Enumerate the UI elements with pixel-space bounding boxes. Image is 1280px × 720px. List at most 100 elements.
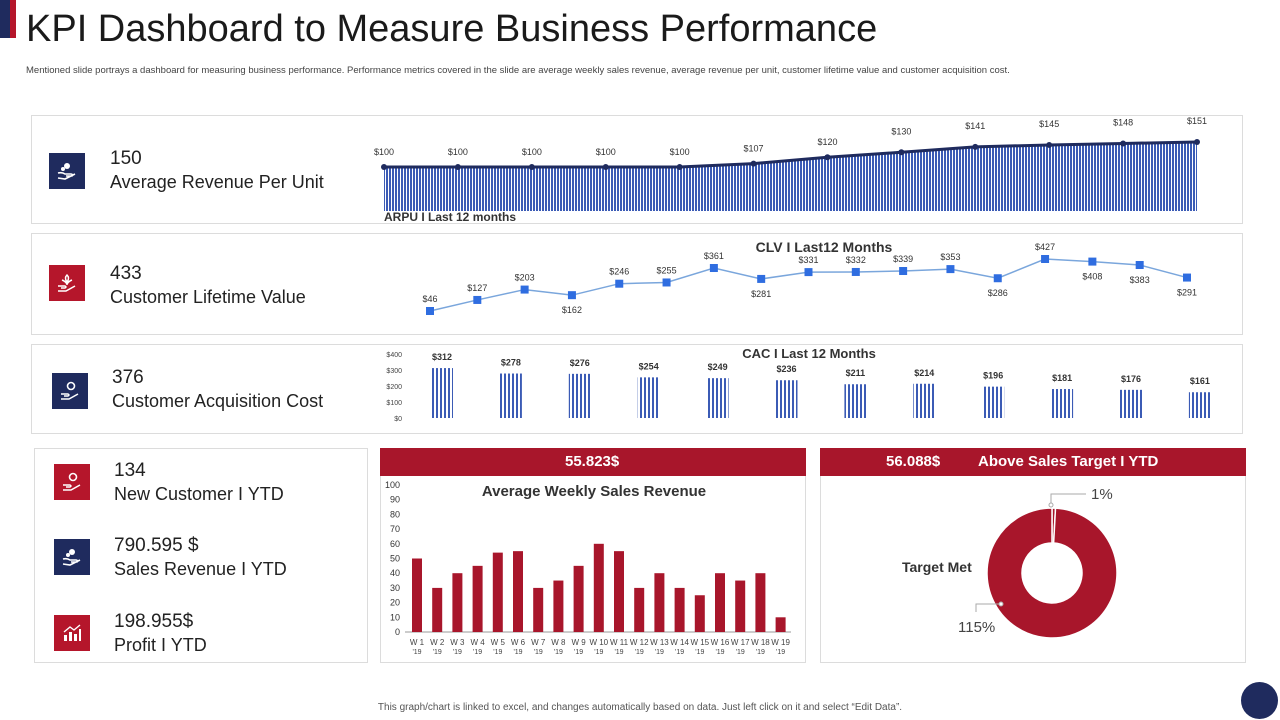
arpu-point — [1120, 140, 1127, 147]
weekly-x-tick: W 17 — [731, 638, 750, 647]
clv-point — [567, 291, 576, 300]
cac-y-tick: $300 — [386, 368, 402, 375]
arpu-data-label: $100 — [596, 147, 616, 157]
clv-data-label: $331 — [798, 255, 818, 265]
cac-data-label: $312 — [432, 352, 452, 362]
weekly-x-tick-year: '19 — [655, 649, 664, 656]
clv-point — [662, 278, 671, 287]
cac-panel: 376 Customer Acquisition Cost $0 $100 $200… — [31, 344, 1243, 434]
weekly-x-tick: W 8 — [551, 638, 566, 647]
weekly-y-tick: 0 — [395, 627, 400, 637]
cac-y-tick: $0 — [394, 416, 402, 423]
weekly-x-tick: W 5 — [491, 638, 506, 647]
sales-revenue-label: Sales Revenue I YTD — [114, 559, 287, 579]
clv-label: Customer Lifetime Value — [110, 287, 306, 307]
weekly-bar — [694, 595, 705, 632]
cac-bar — [1120, 389, 1142, 418]
target-leader-2 — [975, 603, 1001, 612]
clv-data-label: $408 — [1082, 272, 1102, 282]
weekly-y-tick: 50 — [390, 554, 400, 564]
clv-data-label: $427 — [1035, 242, 1055, 252]
weekly-x-tick-year: '19 — [453, 649, 462, 656]
cac-bar — [1188, 392, 1211, 418]
weekly-x-tick: W 19 — [771, 638, 790, 647]
weekly-x-tick: W 15 — [690, 638, 709, 647]
arpu-point — [750, 160, 757, 167]
arpu-line — [384, 140, 1198, 169]
cac-data-label: $236 — [776, 364, 796, 374]
weekly-y-tick: 80 — [390, 509, 400, 519]
arpu-point — [1194, 139, 1200, 145]
weekly-x-tick-year: '19 — [675, 649, 684, 656]
weekly-x-tick-year: '19 — [715, 649, 724, 656]
target-panel: 1% 115% Target Met — [820, 448, 1246, 663]
arpu-data-label: $151 — [1187, 116, 1207, 126]
profit-value: 198.955$ — [114, 611, 194, 632]
clv-point — [851, 267, 860, 276]
arpu-data-label: $107 — [744, 144, 764, 154]
weekly-bar — [472, 565, 483, 632]
weekly-bar — [614, 551, 624, 632]
weekly-x-tick: W 6 — [511, 638, 526, 647]
weekly-y-tick: 90 — [390, 495, 400, 505]
clv-value: 433 — [110, 263, 142, 284]
clv-data-label: $286 — [988, 288, 1008, 298]
weekly-x-tick-year: '19 — [574, 649, 583, 656]
cac-data-label: $211 — [846, 368, 866, 378]
clv-data-label: $203 — [515, 273, 535, 283]
weekly-y-tick: 70 — [390, 524, 400, 534]
hand-coins-icon — [54, 539, 90, 575]
cac-data-label: $214 — [914, 368, 934, 378]
clv-data-label: $332 — [846, 255, 866, 265]
arpu-data-label: $100 — [374, 147, 394, 157]
cac-bar — [568, 373, 591, 418]
clv-data-label: $361 — [704, 251, 724, 261]
weekly-x-tick: W 2 — [430, 638, 445, 647]
clv-point — [757, 274, 766, 283]
cac-y-tick: $100 — [386, 400, 402, 407]
target-header-label: Above Sales Target I YTD — [978, 453, 1159, 470]
new-customer-label: New Customer I YTD — [114, 484, 284, 504]
target-leader-dot-1 — [1048, 502, 1054, 508]
weekly-bar — [432, 587, 443, 632]
weekly-bar — [553, 580, 564, 632]
hand-coins-icon — [49, 153, 85, 189]
clv-data-label: $162 — [562, 305, 582, 315]
weekly-chart: Average Weekly Sales Revenue 0 10 20 30 40 50 6… — [385, 480, 791, 656]
arpu-data-label: $100 — [448, 147, 468, 157]
profit-label: Profit I YTD — [114, 635, 207, 655]
weekly-bar — [513, 551, 523, 632]
clv-data-label: $46 — [422, 294, 437, 304]
weekly-bar — [735, 580, 746, 632]
weekly-y-tick: 40 — [390, 568, 400, 578]
target-slice — [986, 507, 1118, 639]
cac-label: Customer Acquisition Cost — [112, 391, 324, 411]
weekly-x-tick: W 1 — [410, 638, 425, 647]
arpu-data-label: $148 — [1113, 117, 1133, 127]
clv-point — [1183, 273, 1191, 282]
cac-bar — [775, 380, 798, 418]
clv-chart: CLV I Last12 Months $46 $127 $203 $162 $246 $2… — [422, 239, 1197, 315]
arpu-value: 150 — [110, 148, 142, 169]
cac-value: 376 — [112, 367, 144, 388]
arpu-point — [381, 164, 387, 170]
weekly-x-tick: W 12 — [630, 638, 649, 647]
clv-point — [1135, 261, 1144, 270]
ytd-panel: 134 New Customer I YTD 790.595 $ Sales R… — [34, 448, 368, 663]
arpu-chart-title: ARPU I Last 12 months — [384, 210, 516, 224]
cac-bar — [499, 373, 522, 418]
weekly-bar — [573, 565, 584, 632]
arpu-point — [1046, 141, 1053, 148]
clv-point — [426, 307, 434, 315]
arpu-point — [676, 164, 683, 170]
weekly-y-tick: 30 — [390, 583, 400, 593]
page-subtitle: Mentioned slide portrays a dashboard for… — [26, 65, 1010, 76]
clv-data-label: $383 — [1130, 275, 1150, 285]
weekly-x-tick-year: '19 — [433, 649, 442, 656]
cac-bar — [431, 368, 453, 418]
target-slice-label: 1% — [1091, 486, 1113, 503]
arpu-point — [972, 143, 979, 150]
cac-bar — [913, 383, 936, 418]
weekly-bar — [634, 587, 645, 632]
weekly-x-tick-year: '19 — [635, 649, 644, 656]
